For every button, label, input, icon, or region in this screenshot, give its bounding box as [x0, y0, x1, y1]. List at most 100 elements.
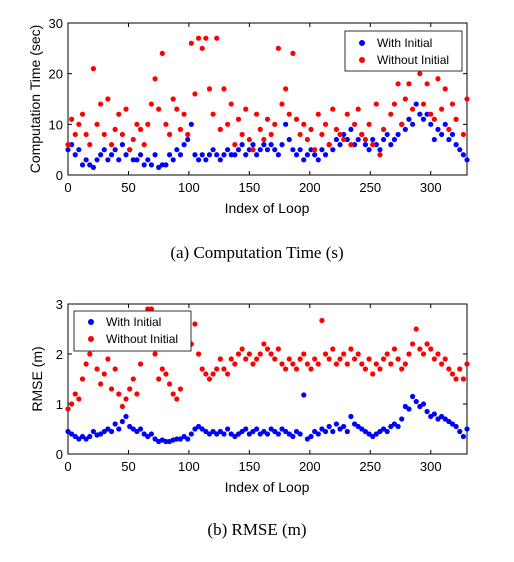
point-without-initial-b: [228, 356, 234, 362]
point-without-initial-b: [87, 351, 93, 357]
legend-b: With Initial Without Initial: [73, 310, 192, 352]
point-without-initial-a: [257, 126, 263, 132]
point-with-initial-a: [221, 152, 227, 158]
point-without-initial-b: [308, 366, 314, 372]
point-without-initial-a: [315, 111, 321, 117]
point-without-initial-b: [76, 396, 82, 402]
point-without-initial-a: [72, 131, 78, 138]
point-without-initial-b: [232, 361, 238, 367]
point-with-initial-b: [177, 436, 184, 442]
point-with-initial-b: [130, 426, 136, 432]
point-with-initial-a: [119, 142, 126, 148]
point-without-initial-a: [141, 142, 147, 148]
point-without-initial-b: [243, 356, 249, 362]
point-with-initial-a: [333, 136, 340, 143]
point-without-initial-b: [439, 361, 445, 367]
point-with-initial-b: [439, 413, 445, 420]
point-without-initial-a: [159, 50, 165, 57]
legend-label-without-initial-a: Without Initial: [377, 53, 449, 67]
point-with-initial-a: [181, 142, 187, 148]
point-without-initial-a: [130, 136, 136, 143]
point-without-initial-b: [134, 391, 140, 397]
point-without-initial-b: [98, 381, 104, 387]
point-with-initial-a: [457, 147, 463, 153]
point-with-initial-a: [312, 152, 318, 158]
point-without-initial-a: [283, 86, 289, 92]
point-with-initial-b: [355, 423, 361, 430]
plot-frame-b: [67, 303, 468, 455]
x-tick-label-a: 50: [121, 180, 135, 195]
point-with-initial-a: [413, 101, 419, 107]
point-with-initial-b: [377, 428, 383, 435]
point-with-initial-b: [362, 428, 369, 435]
point-with-initial-b: [301, 392, 307, 398]
legend-label-with-initial-b: With Initial: [106, 315, 161, 329]
point-with-initial-b: [402, 403, 408, 410]
point-with-initial-a: [264, 147, 271, 153]
point-with-initial-a: [290, 147, 296, 153]
point-with-initial-b: [105, 426, 111, 432]
legend-box-a: [344, 30, 463, 72]
point-with-initial-a: [304, 152, 310, 158]
point-with-initial-b: [123, 413, 129, 420]
point-with-initial-a: [134, 157, 140, 163]
points-a: [65, 30, 470, 170]
point-without-initial-a: [431, 116, 437, 122]
point-without-initial-a: [326, 142, 332, 148]
point-without-initial-b: [326, 356, 332, 362]
point-without-initial-b: [272, 356, 278, 362]
point-without-initial-b: [195, 351, 202, 357]
point-with-initial-b: [145, 433, 151, 440]
point-with-initial-b: [366, 431, 372, 437]
point-with-initial-a: [206, 152, 213, 158]
point-without-initial-a: [293, 116, 300, 122]
point-with-initial-b: [225, 426, 231, 432]
point-with-initial-b: [290, 433, 296, 440]
point-without-initial-b: [210, 371, 216, 377]
point-without-initial-b: [286, 356, 292, 362]
point-without-initial-b: [127, 386, 133, 392]
point-with-initial-b: [330, 428, 336, 435]
point-without-initial-a: [351, 121, 358, 127]
point-with-initial-b: [87, 433, 93, 440]
point-without-initial-b: [290, 361, 296, 367]
point-without-initial-a: [344, 111, 350, 117]
point-with-initial-a: [163, 162, 169, 168]
point-with-initial-b: [370, 433, 376, 440]
point-with-initial-a: [83, 157, 89, 163]
point-without-initial-a: [134, 121, 140, 127]
point-with-initial-a: [373, 142, 379, 148]
point-without-initial-a: [76, 121, 82, 127]
point-with-initial-b: [297, 431, 303, 437]
point-without-initial-b: [116, 391, 122, 397]
point-without-initial-a: [221, 86, 227, 92]
point-with-initial-a: [395, 131, 401, 138]
point-without-initial-a: [420, 101, 427, 107]
point-without-initial-a: [286, 111, 292, 117]
point-with-initial-b: [319, 426, 325, 432]
point-without-initial-a: [195, 35, 202, 41]
point-without-initial-b: [319, 317, 325, 324]
point-with-initial-a: [366, 147, 372, 153]
point-with-initial-a: [384, 131, 390, 138]
point-without-initial-a: [308, 126, 314, 132]
point-with-initial-a: [377, 147, 383, 153]
point-with-initial-a: [250, 142, 256, 148]
point-with-initial-b: [268, 426, 274, 432]
panel-rmse: 0 50 100 150 200 250 300 0 1 2 3 Index of Loop RMS…: [29, 297, 470, 539]
point-without-initial-a: [460, 131, 466, 138]
point-without-initial-b: [373, 361, 379, 367]
ticks-b: 0 50 100 150 200 250 300 0 1 2 3: [56, 297, 467, 474]
legend-label-with-initial-a: With Initial: [377, 36, 432, 50]
point-with-initial-a: [341, 131, 347, 138]
point-with-initial-a: [293, 152, 300, 158]
point-without-initial-a: [163, 121, 169, 127]
point-with-initial-a: [94, 157, 100, 163]
x-axis-label-a: Index of Loop: [225, 200, 310, 216]
point-without-initial-a: [370, 142, 376, 148]
point-with-initial-a: [101, 147, 107, 153]
point-without-initial-b: [431, 356, 437, 362]
point-without-initial-b: [101, 371, 107, 377]
point-without-initial-a: [424, 81, 430, 87]
point-with-initial-b: [112, 421, 118, 427]
